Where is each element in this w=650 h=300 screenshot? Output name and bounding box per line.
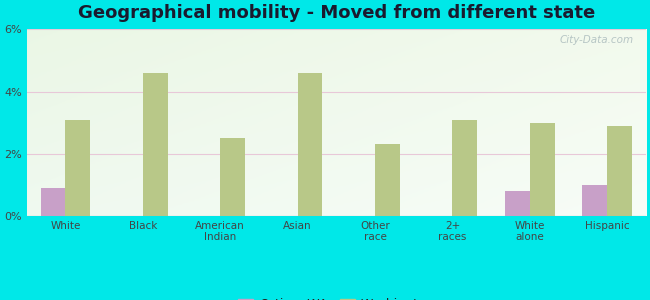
Bar	[298, 73, 322, 216]
Bar	[41, 188, 66, 216]
Bar	[452, 119, 477, 216]
Title: Geographical mobility - Moved from different state: Geographical mobility - Moved from diffe…	[78, 4, 595, 22]
Bar	[143, 73, 168, 216]
Text: City-Data.com: City-Data.com	[560, 35, 634, 45]
Bar	[375, 144, 400, 216]
Bar	[220, 138, 245, 216]
Bar	[505, 191, 530, 216]
Bar	[582, 185, 607, 216]
Bar	[66, 119, 90, 216]
Bar	[530, 123, 554, 216]
Bar	[607, 126, 632, 216]
Legend: Orting, WA, Washington: Orting, WA, Washington	[233, 293, 439, 300]
